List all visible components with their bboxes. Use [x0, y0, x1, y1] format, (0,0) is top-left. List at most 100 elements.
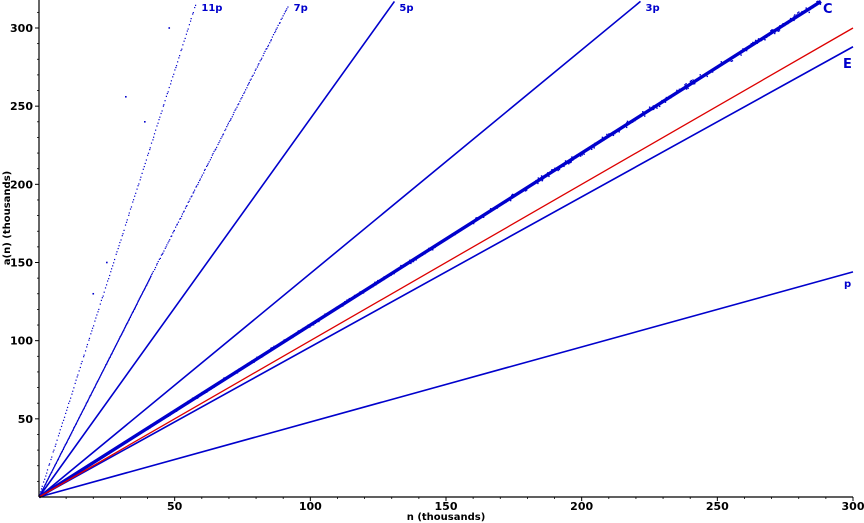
series-point-C — [173, 410, 175, 412]
series-point-C — [236, 372, 239, 374]
series-point-7p — [175, 226, 177, 228]
series-point-11p — [149, 147, 151, 149]
series-point-C — [219, 381, 221, 384]
series-E — [38, 46, 854, 498]
series-point-C — [510, 195, 513, 197]
series-point-C — [747, 46, 749, 49]
series-point-11p — [138, 183, 140, 185]
series-point-C — [756, 42, 759, 44]
series-point-C — [739, 53, 741, 55]
series-point-11p — [66, 406, 69, 409]
series-point-7p — [238, 103, 240, 105]
series-point-11p — [55, 443, 57, 445]
series-point-11p — [182, 44, 184, 46]
series-point-11p — [75, 379, 77, 381]
series-point-C — [147, 428, 149, 431]
y-tick-label: 250 — [10, 100, 33, 113]
series-point-C — [626, 120, 629, 123]
series-point-C — [587, 148, 590, 151]
series-point-11p — [116, 251, 118, 253]
series-point-7p — [269, 42, 271, 44]
reference-line — [38, 27, 854, 498]
series-point-C — [580, 151, 582, 154]
series-point-11p — [118, 245, 120, 247]
series-point-7p — [169, 239, 171, 241]
x-tick-label: 250 — [706, 500, 729, 513]
series-point-7p — [176, 224, 178, 226]
series-point-C — [803, 12, 806, 14]
series-point-11p — [90, 333, 92, 335]
axes — [38, 0, 853, 498]
series-point-C — [760, 39, 763, 42]
series-point-7p — [237, 104, 239, 106]
series-point-C — [791, 18, 794, 20]
series-point-C — [634, 119, 636, 122]
series-point-C — [412, 258, 415, 261]
series-point-7p — [267, 46, 269, 48]
series-point-7p — [171, 235, 173, 237]
x-tick-label: 200 — [570, 500, 593, 513]
series-point-11p — [86, 346, 88, 348]
series-point-C — [312, 324, 315, 326]
series-point-11p — [144, 162, 146, 165]
series-point-11p — [145, 159, 147, 161]
series-point-C — [445, 239, 448, 241]
series-point-C — [201, 393, 203, 395]
series-point-7p — [203, 172, 205, 174]
series-point-11p — [78, 370, 80, 372]
series-point-11p — [121, 235, 123, 237]
series-point-C — [639, 115, 642, 118]
series-point-7p — [214, 149, 216, 151]
series-point-C — [372, 284, 374, 287]
series-point-11p — [68, 402, 70, 404]
series-point-C — [336, 306, 339, 308]
series-point-11p — [179, 55, 181, 57]
series-point-C — [576, 155, 578, 157]
series-point-C — [819, 3, 822, 5]
series-point-C — [147, 426, 150, 429]
series-point-C — [816, 2, 818, 5]
series-point-11p — [194, 6, 196, 9]
series-point-C — [348, 298, 350, 301]
series-point-C — [196, 396, 198, 398]
series-point-11p — [128, 212, 130, 214]
series-point-C — [122, 442, 124, 444]
series-label-3p: 3p — [645, 3, 659, 14]
series-point-7p — [227, 122, 230, 124]
series-point-C — [537, 181, 539, 183]
series-point-C — [270, 347, 272, 349]
series-point-C — [210, 388, 212, 390]
series-label-11p: 11p — [201, 3, 222, 14]
series-point-11p — [170, 80, 172, 82]
series-point-C — [576, 154, 578, 156]
series-point-C — [360, 291, 363, 293]
series-point-C — [375, 284, 377, 286]
series-point-C — [304, 328, 306, 330]
series-point-7p — [263, 52, 265, 54]
series-point-7p — [274, 31, 276, 34]
series-point-11p — [132, 201, 134, 203]
series-point-C — [685, 88, 688, 90]
series-point-C — [260, 356, 262, 358]
series-point-C — [169, 414, 171, 417]
series-point-C — [170, 411, 172, 414]
series-point-C — [324, 313, 326, 315]
series-point-C — [392, 272, 395, 274]
series-point-C — [541, 177, 544, 180]
series-point-11p — [165, 95, 168, 97]
series-point-C — [787, 22, 789, 25]
series-point-C — [609, 134, 611, 136]
series-point-11p — [72, 390, 74, 392]
series-point-11p — [124, 224, 127, 226]
series-point-11p — [143, 166, 145, 168]
series-point-C — [570, 158, 573, 160]
series-point-11p — [181, 48, 183, 50]
series-point-11p — [65, 412, 67, 414]
series-point-7p — [200, 176, 203, 178]
series-point-C — [108, 450, 111, 452]
series-point-C — [255, 358, 257, 361]
series-point-C — [551, 169, 553, 171]
series-point-C — [571, 156, 573, 158]
series-point-C — [688, 83, 691, 85]
series-point-C — [778, 30, 780, 32]
